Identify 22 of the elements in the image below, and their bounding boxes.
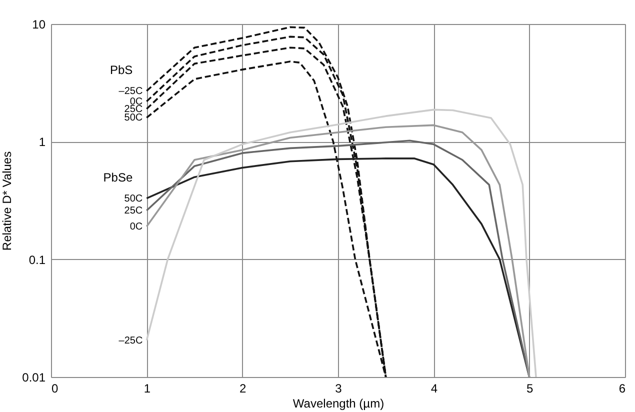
annotation: PbS — [110, 62, 133, 77]
series-label: 50C — [124, 193, 143, 204]
y-tick-label: 1 — [38, 135, 46, 150]
series-label: 0C — [130, 222, 143, 233]
x-tick-label: 3 — [335, 382, 342, 396]
series-label: –25C — [118, 335, 143, 346]
x-tick-label: 0 — [52, 382, 58, 396]
x-tick-label: 4 — [430, 382, 438, 396]
y-axis-title: Relative D* Values — [0, 151, 14, 251]
y-tick-label: 0.1 — [28, 252, 46, 267]
series-label: –25C — [118, 86, 143, 97]
series-label: 50C — [124, 112, 143, 124]
x-tick-label: 6 — [618, 382, 626, 396]
series-label: 25C — [124, 104, 143, 115]
y-tick-label: 10 — [32, 18, 46, 32]
annotation: PbSe — [103, 170, 133, 184]
y-tick-label: 0.01 — [22, 370, 46, 384]
x-tick-label: 5 — [526, 382, 534, 396]
x-tick-label: 2 — [239, 382, 246, 396]
x-tick-label: 1 — [144, 382, 151, 396]
x-axis-title: Wavelength (µm) — [292, 396, 384, 410]
series-label: 25C — [124, 206, 143, 217]
